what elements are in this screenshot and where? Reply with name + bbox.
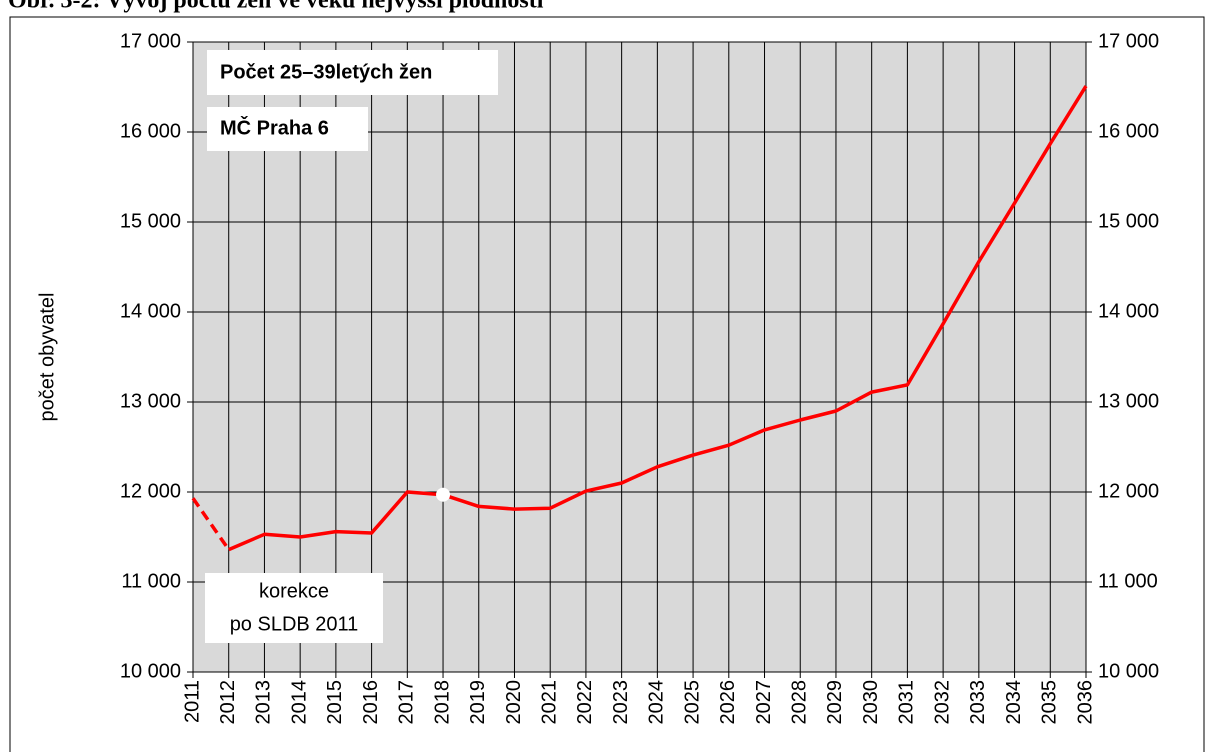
chart-frame xyxy=(9,16,1205,752)
y-tick-label: 11 000 xyxy=(121,570,181,592)
highlight-marker xyxy=(436,487,451,502)
y2-tick-label: 13 000 xyxy=(1098,390,1159,412)
x-tick-label: 2028 xyxy=(789,680,811,725)
x-tick-label: 2023 xyxy=(610,680,632,725)
y-tick-label: 17 000 xyxy=(120,30,181,52)
y-axis-label: počet obyvatel xyxy=(36,293,58,422)
x-tick-label: 2031 xyxy=(896,680,918,725)
x-tick-label: 2026 xyxy=(717,680,739,725)
annotation-box xyxy=(207,50,498,95)
y-tick-label: 12 000 xyxy=(120,480,181,502)
x-tick-label: 2035 xyxy=(1039,680,1061,725)
annotation: po SLDB 2011 xyxy=(230,613,359,635)
y2-tick-label: 10 000 xyxy=(1098,660,1159,682)
x-tick-label: 2018 xyxy=(431,680,453,725)
data-line xyxy=(228,85,1088,552)
annotation: Počet 25–39letých žen xyxy=(220,61,432,83)
x-tick-label: 2021 xyxy=(538,680,560,725)
x-tick-label: 2017 xyxy=(396,680,418,725)
x-tick-label: 2016 xyxy=(360,680,382,725)
annotation: korekce xyxy=(259,580,329,602)
y-tick-label: 16 000 xyxy=(120,120,181,142)
x-tick-label: 2030 xyxy=(860,680,882,725)
x-tick-label: 2036 xyxy=(1074,680,1096,725)
x-tick-label: 2022 xyxy=(574,680,596,725)
y-tick-label: 14 000 xyxy=(120,300,181,322)
y-tick-label: 15 000 xyxy=(120,210,181,232)
y2-tick-label: 14 000 xyxy=(1098,300,1159,322)
annotation-box xyxy=(205,573,383,643)
annotation-box xyxy=(207,107,368,151)
x-tick-label: 2012 xyxy=(217,680,239,725)
x-tick-label: 2019 xyxy=(467,680,489,725)
x-tick-label: 2015 xyxy=(324,680,346,725)
x-tick-label: 2034 xyxy=(1003,680,1025,725)
y-tick-label: 10 000 xyxy=(120,660,181,682)
plot-border xyxy=(192,41,1087,673)
data-line-dashed xyxy=(191,497,231,551)
x-tick-label: 2029 xyxy=(824,680,846,725)
y2-tick-label: 12 000 xyxy=(1098,480,1159,502)
y2-tick-label: 15 000 xyxy=(1098,210,1159,232)
annotation: MČ Praha 6 xyxy=(220,115,329,139)
y-tick-label: 13 000 xyxy=(120,390,181,412)
x-tick-label: 2014 xyxy=(288,680,310,725)
y2-tick-label: 11 000 xyxy=(1098,570,1158,592)
x-tick-label: 2013 xyxy=(253,680,275,725)
x-tick-label: 2033 xyxy=(967,680,989,725)
x-tick-label: 2011 xyxy=(181,680,203,723)
x-tick-label: 2027 xyxy=(753,680,775,725)
x-tick-label: 2032 xyxy=(931,680,953,725)
x-tick-label: 2024 xyxy=(646,680,668,725)
y2-tick-label: 16 000 xyxy=(1098,120,1159,142)
x-tick-label: 2020 xyxy=(503,680,525,725)
y2-tick-label: 17 000 xyxy=(1098,30,1159,52)
x-tick-label: 2025 xyxy=(681,680,703,725)
chart-title: Obr. 3-2: Vývoj počtu žen ve věku nejvyš… xyxy=(8,0,544,14)
